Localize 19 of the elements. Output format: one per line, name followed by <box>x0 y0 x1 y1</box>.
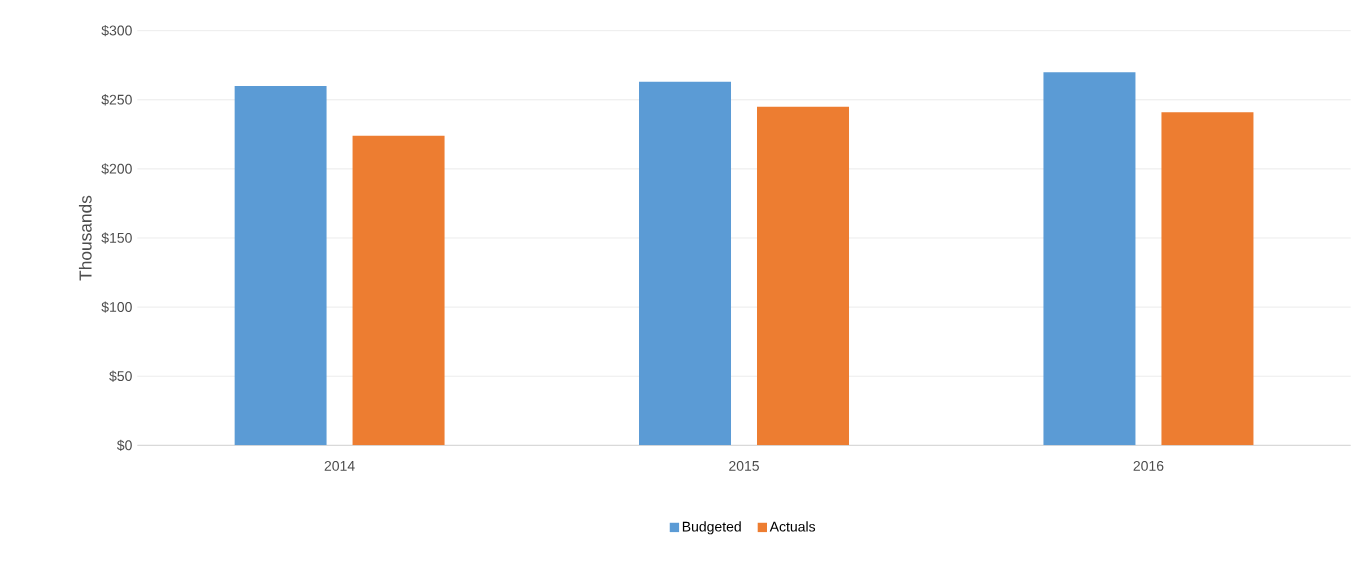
y-tick-label: $100 <box>101 301 132 313</box>
y-tick-label: $0 <box>116 439 132 451</box>
legend-label: Actuals <box>769 521 816 532</box>
y-tick-label: $300 <box>101 25 132 37</box>
legend-label: Budgeted <box>682 521 741 535</box>
bar <box>1161 112 1254 446</box>
y-axis-title: Thousands <box>78 195 92 281</box>
bar <box>1043 72 1136 446</box>
x-tick-label: 2016 <box>1133 460 1164 471</box>
x-tick-label: 2014 <box>324 460 355 471</box>
y-tick-label: $50 <box>109 370 132 382</box>
bar <box>352 135 445 446</box>
bar <box>234 85 327 446</box>
x-tick-label: 2015 <box>729 460 759 471</box>
y-tick-label: $250 <box>101 94 132 106</box>
y-tick-label: $150 <box>101 232 132 244</box>
y-tick-label: $200 <box>101 163 132 175</box>
bar <box>757 106 850 446</box>
bar <box>639 81 732 446</box>
